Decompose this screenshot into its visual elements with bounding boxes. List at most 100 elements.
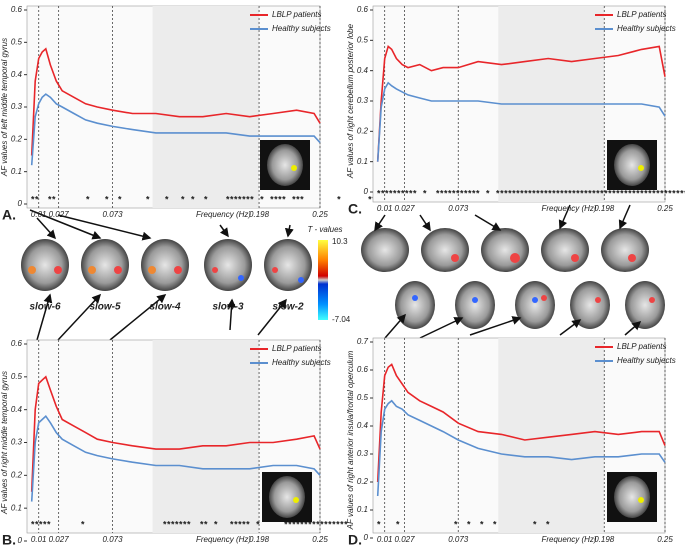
brain-inset-blob xyxy=(638,165,644,171)
y-tick-label: 0.7 xyxy=(357,337,369,346)
y-tick-label: 0 xyxy=(18,536,23,545)
x-tick-label: 0.198 xyxy=(594,535,615,544)
y-tick-label: 0.6 xyxy=(11,5,23,14)
y-tick-label: 0.2 xyxy=(357,477,369,486)
y-tick-label: 0.1 xyxy=(11,167,22,176)
x-tick-label: 0.01 xyxy=(31,535,47,544)
left-brains: slow-6 slow-5 slow-4 slow-3 slow-2 xyxy=(21,239,312,313)
y-tick-label: 0.5 xyxy=(11,37,23,46)
panel-label: A. xyxy=(2,207,16,223)
y-tick-label: 0.4 xyxy=(11,70,23,79)
legend-label: LBLP patients xyxy=(272,344,322,353)
chart-panel: 00.10.20.30.40.50.60.01 0.027 0.073 0.198 0.… xyxy=(0,339,348,548)
legend-label: LBLP patients xyxy=(617,10,667,19)
brain-inset-slice xyxy=(269,476,305,518)
x-tick-label: 0.073 xyxy=(448,535,469,544)
x-tick-label: 0.01 xyxy=(377,535,393,544)
x-tick-label: 0.073 xyxy=(448,204,469,213)
series-line xyxy=(376,399,666,497)
colorbar xyxy=(318,240,328,320)
band-label: slow-3 xyxy=(212,302,244,313)
y-tick-label: 0.2 xyxy=(11,134,23,143)
y-tick-label: 0 xyxy=(18,199,23,208)
right-brains xyxy=(361,228,665,329)
y-tick-label: 0.1 xyxy=(357,157,368,166)
arrows xyxy=(29,204,642,341)
legend-label: LBLP patients xyxy=(617,342,667,351)
brain-inset-blob xyxy=(638,497,644,503)
x-axis-label: Frequency (Hz) xyxy=(541,204,596,213)
legend-label: Healthy subjects xyxy=(272,24,331,33)
panel-label: B. xyxy=(2,532,16,548)
x-tick-label: 0.01 xyxy=(31,210,47,219)
y-tick-label: 0.2 xyxy=(11,470,23,479)
x-tick-label: 0.198 xyxy=(249,210,270,219)
y-tick-label: 0.4 xyxy=(11,405,23,414)
y-tick-label: 0.3 xyxy=(11,102,23,111)
x-axis-label: Frequency (Hz) xyxy=(196,535,251,544)
y-tick-label: 0.6 xyxy=(357,5,369,14)
series-line xyxy=(376,363,666,483)
y-tick-label: 0.6 xyxy=(357,365,369,374)
significance-marks: ********** * *********** * *************… xyxy=(377,188,685,198)
band-label: slow-4 xyxy=(149,302,181,313)
series-line xyxy=(30,414,321,502)
legend-label: Healthy subjects xyxy=(617,356,676,365)
x-tick-label: 0.027 xyxy=(49,535,70,544)
brain-inset-slice xyxy=(267,144,303,186)
colorbar-title: T - values xyxy=(307,225,342,234)
brain-inset-blob xyxy=(293,497,299,503)
x-axis-label: Frequency (Hz) xyxy=(541,535,596,544)
y-axis-label: AF values of right cerebellum posterior … xyxy=(346,23,355,179)
y-tick-label: 0.5 xyxy=(357,35,369,44)
x-tick-label: 0.25 xyxy=(657,204,673,213)
significance-marks: ***** * ******* ** * ***** * ***********… xyxy=(31,519,348,529)
band-label: slow-2 xyxy=(272,302,304,313)
significance-marks: ** ** * * * * * * * * ******* * **** ***… xyxy=(31,194,400,204)
legend-label: Healthy subjects xyxy=(617,24,676,33)
chart-panel: 00.10.20.30.40.50.60.01 0.027 0.073 0.198 0.… xyxy=(346,5,685,217)
brain-inset-slice xyxy=(614,144,650,186)
x-tick-label: 0.25 xyxy=(312,535,328,544)
panel-label: D. xyxy=(348,532,362,548)
shaded-band xyxy=(152,6,260,208)
y-tick-label: 0.6 xyxy=(11,339,23,348)
brain-inset-blob xyxy=(291,165,297,171)
x-tick-label: 0.027 xyxy=(395,204,416,213)
shaded-band xyxy=(498,338,605,533)
x-tick-label: 0.198 xyxy=(594,204,615,213)
panel-label: C. xyxy=(348,201,362,217)
band-label: slow-6 xyxy=(29,302,61,313)
series-line xyxy=(30,375,321,492)
y-tick-label: 0.1 xyxy=(357,505,368,514)
y-tick-label: 0 xyxy=(364,533,369,542)
colorbar-max: 10.3 xyxy=(332,237,348,246)
y-tick-label: 0.3 xyxy=(357,96,369,105)
legend-label: LBLP patients xyxy=(272,10,322,19)
band-label: slow-5 xyxy=(89,302,121,313)
x-tick-label: 0.25 xyxy=(657,535,673,544)
y-tick-label: 0 xyxy=(364,187,369,196)
chart-panel: 00.10.20.30.40.50.60.01 0.027 0.073 0.198 0.… xyxy=(0,5,400,223)
y-tick-label: 0.5 xyxy=(357,393,369,402)
y-tick-label: 0.3 xyxy=(357,449,369,458)
series-line xyxy=(376,44,666,162)
y-axis-label: AF values of left middle temporal gyrus xyxy=(0,38,9,177)
series-line xyxy=(30,93,321,166)
series-line xyxy=(376,81,666,162)
x-tick-label: 0.25 xyxy=(312,210,328,219)
significance-marks: * * * * * * * * xyxy=(377,519,550,529)
y-tick-label: 0.4 xyxy=(357,421,369,430)
y-tick-label: 0.3 xyxy=(11,438,23,447)
y-tick-label: 0.1 xyxy=(11,503,22,512)
x-tick-label: 0.027 xyxy=(395,535,416,544)
legend-label: Healthy subjects xyxy=(272,358,331,367)
y-axis-label: AF values of right middle temporal gyrus xyxy=(0,371,9,515)
x-tick-label: 0.073 xyxy=(103,535,124,544)
brain-maps: slow-6 slow-5 slow-4 slow-3 slow-2 T - v… xyxy=(21,204,665,341)
y-tick-label: 0.4 xyxy=(357,66,369,75)
series-line xyxy=(30,47,321,156)
y-axis-label: AF values of right anterior insula/front… xyxy=(346,350,355,530)
x-axis-label: Frequency (Hz) xyxy=(196,210,251,219)
y-tick-label: 0.2 xyxy=(357,126,369,135)
